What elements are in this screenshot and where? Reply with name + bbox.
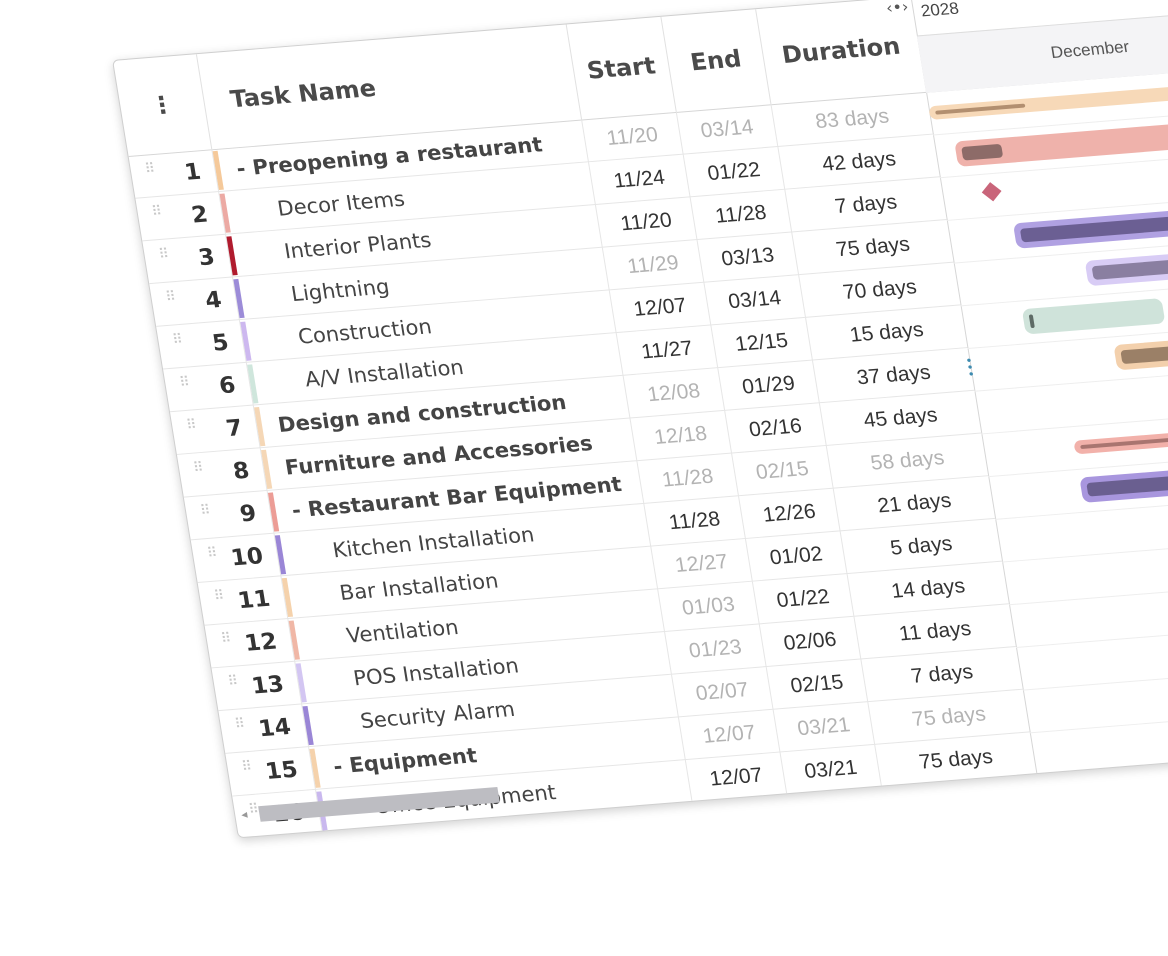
end-date-cell[interactable]: 12/15	[711, 317, 813, 369]
progress-fill	[961, 143, 1004, 161]
start-date-cell[interactable]: 11/24	[589, 154, 691, 205]
timeline-year: 2028	[919, 0, 961, 21]
header-start[interactable]: Start	[566, 16, 677, 120]
start-date-cell[interactable]: 11/28	[637, 453, 740, 504]
row-number: 9	[183, 490, 275, 541]
timeline-nav-control[interactable]: ‹•›	[884, 0, 910, 18]
start-date-cell[interactable]: 01/23	[665, 624, 767, 675]
start-date-cell[interactable]: 11/29	[602, 240, 705, 291]
end-date-cell[interactable]: 02/06	[759, 616, 862, 668]
row-number: 12	[204, 618, 296, 669]
row-number: 6	[163, 362, 254, 413]
end-date-cell[interactable]: 03/14	[676, 104, 779, 155]
end-date-cell[interactable]: 03/14	[704, 275, 807, 326]
start-date-cell[interactable]: 12/27	[651, 538, 753, 590]
row-number: 14	[218, 704, 310, 754]
progress-fill	[935, 103, 1026, 115]
start-date-cell[interactable]: 12/08	[623, 368, 726, 419]
row-number: 7	[170, 405, 261, 455]
end-date-cell[interactable]: 12/26	[739, 488, 841, 539]
end-date-cell[interactable]: 02/15	[732, 445, 834, 497]
start-date-cell[interactable]: 12/07	[685, 752, 788, 803]
row-number: 10	[190, 533, 282, 584]
end-date-cell[interactable]: 01/22	[752, 574, 855, 625]
start-date-cell[interactable]: 11/27	[616, 325, 719, 376]
row-number: 5	[156, 320, 247, 370]
header-end[interactable]: End	[661, 9, 772, 112]
row-number: 15	[225, 747, 317, 797]
end-date-cell[interactable]: 11/28	[690, 189, 793, 241]
start-date-cell[interactable]: 11/20	[582, 111, 684, 163]
start-date-cell[interactable]: 11/20	[595, 197, 698, 248]
end-date-cell[interactable]: 03/21	[773, 702, 876, 753]
row-number: 3	[142, 234, 234, 285]
column-menu-button[interactable]: ⋮	[113, 54, 213, 157]
progress-fill	[1086, 475, 1168, 497]
end-date-cell[interactable]: 01/02	[745, 531, 848, 582]
end-date-cell[interactable]: 03/13	[697, 232, 800, 283]
progress-fill	[1028, 314, 1035, 329]
row-number: 8	[176, 448, 268, 498]
start-date-cell[interactable]: 12/07	[609, 282, 712, 334]
end-date-cell[interactable]: 02/16	[725, 403, 827, 454]
end-date-cell[interactable]: 02/15	[766, 659, 869, 710]
row-number: 13	[211, 661, 303, 712]
end-date-cell[interactable]: 01/29	[718, 360, 820, 411]
row-number: 4	[149, 277, 240, 327]
vertical-dots-icon: ⋮	[148, 90, 177, 120]
start-date-cell[interactable]: 02/07	[672, 667, 774, 718]
row-number: 11	[197, 576, 289, 626]
row-number: 1	[128, 149, 220, 199]
row-number: 2	[135, 191, 227, 242]
gantt-panel: ⋮ Task Name Start End Duration ⠿ 1- Preop…	[112, 0, 1168, 839]
end-date-cell[interactable]: 03/21	[780, 744, 883, 796]
end-date-cell[interactable]: 01/22	[683, 146, 786, 198]
start-date-cell[interactable]: 12/18	[630, 410, 733, 462]
task-grid: ⋮ Task Name Start End Duration ⠿ 1- Preop…	[113, 0, 1038, 839]
start-date-cell[interactable]: 12/07	[678, 709, 781, 761]
start-date-cell[interactable]: 01/03	[658, 581, 760, 632]
timeline-month: December	[1049, 37, 1131, 63]
start-date-cell[interactable]: 11/28	[644, 496, 746, 547]
